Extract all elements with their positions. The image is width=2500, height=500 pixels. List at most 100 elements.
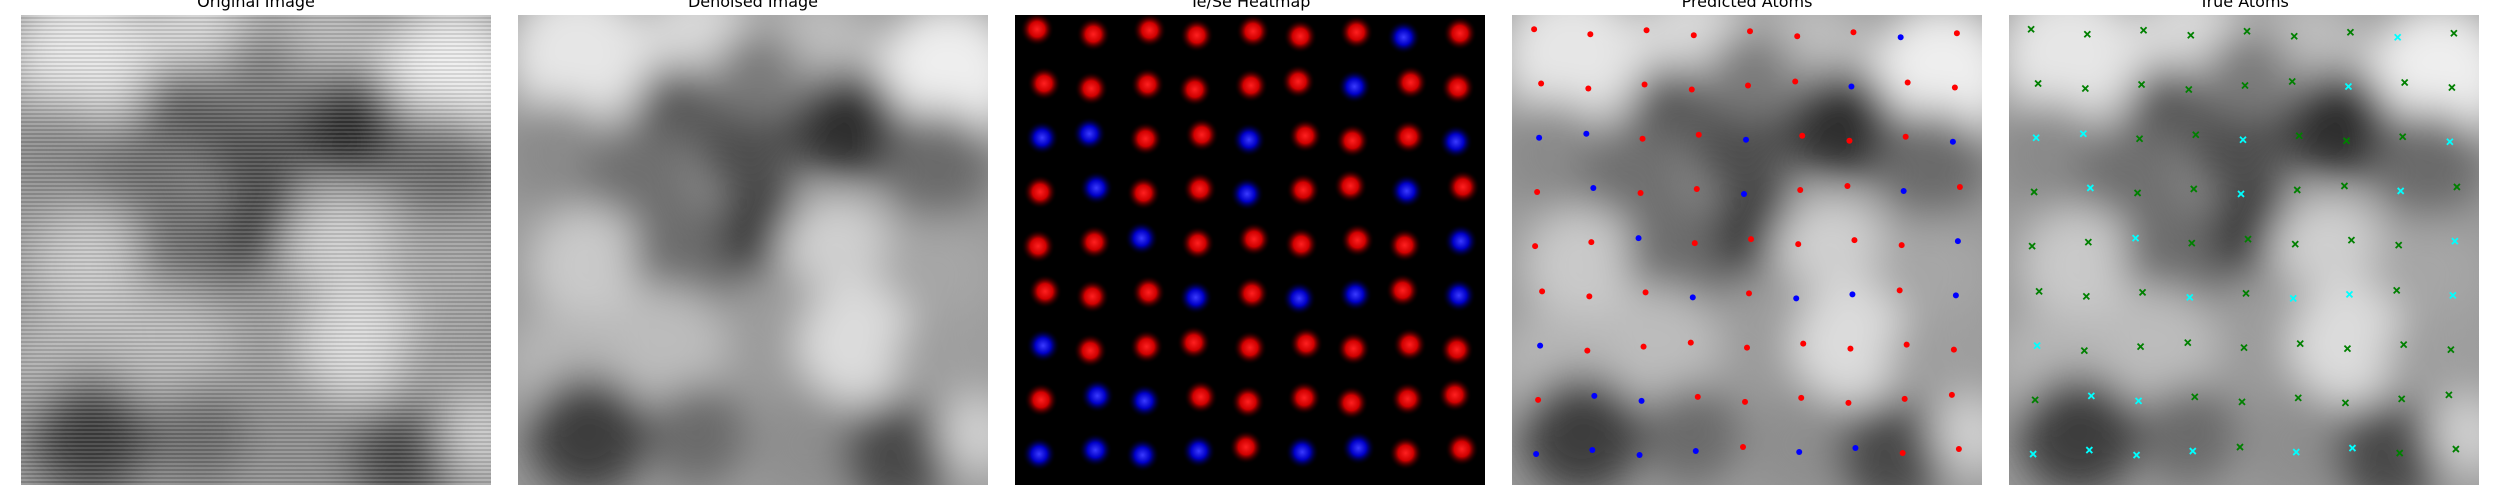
topography-region bbox=[1792, 285, 1912, 405]
topography-region bbox=[753, 390, 863, 485]
topography-region bbox=[648, 385, 748, 485]
true-te-atom bbox=[2401, 78, 2409, 87]
predicted-te-atom bbox=[1747, 28, 1753, 35]
topography-region bbox=[2099, 285, 2219, 405]
predicted-se-atom bbox=[1954, 238, 1961, 245]
heatmap-se-spot bbox=[1078, 433, 1113, 468]
true-te-atom bbox=[2452, 445, 2460, 453]
heatmap-se-spot bbox=[1181, 434, 1216, 469]
original-image bbox=[21, 15, 491, 485]
heatmap-te-spot bbox=[1392, 327, 1427, 362]
heatmap-te-spot bbox=[1028, 274, 1063, 309]
heatmap-te-spot bbox=[1177, 72, 1212, 107]
heatmap-te-spot bbox=[1281, 64, 1316, 99]
true-te-atom bbox=[2137, 80, 2146, 89]
true-te-atom bbox=[2450, 29, 2458, 37]
predicted-se-atom bbox=[1949, 138, 1956, 145]
heatmap-se-spot bbox=[1438, 124, 1473, 159]
heatmap-te-spot bbox=[1340, 223, 1375, 258]
panel-title-true: True Atoms bbox=[2199, 0, 2289, 11]
heatmap-se-spot bbox=[1079, 170, 1114, 205]
true-se-atom bbox=[2348, 444, 2357, 452]
true-te-atom bbox=[2238, 398, 2246, 406]
true-te-atom bbox=[2395, 241, 2403, 249]
true-te-atom bbox=[2294, 394, 2302, 402]
heatmap-te-spot bbox=[1128, 121, 1163, 156]
true-te-atom bbox=[2447, 345, 2455, 354]
predicted-te-atom bbox=[1639, 135, 1646, 142]
topography-region bbox=[843, 400, 953, 485]
heatmap-se-spot bbox=[1338, 277, 1373, 312]
topography-region bbox=[2284, 70, 2394, 180]
heatmap-te-spot bbox=[1184, 117, 1219, 152]
heatmap-se-spot bbox=[1337, 69, 1372, 104]
heatmap-te-spot bbox=[1289, 326, 1324, 361]
topography-region bbox=[608, 285, 728, 405]
topography-region bbox=[2334, 400, 2444, 485]
heatmap-te-spot bbox=[1286, 172, 1321, 207]
topography-region bbox=[893, 310, 988, 420]
predicted-te-atom bbox=[1587, 31, 1594, 38]
predicted-te-atom bbox=[1585, 85, 1592, 92]
predicted-se-atom bbox=[1900, 187, 1907, 194]
heatmap-te-spot bbox=[1444, 432, 1479, 467]
predicted-te-atom bbox=[1846, 137, 1853, 144]
true-te-atom bbox=[2396, 449, 2404, 457]
heatmap-panel bbox=[1015, 15, 1485, 485]
topography-region bbox=[698, 95, 798, 195]
true-se-atom bbox=[2032, 134, 2040, 142]
predicted-te-atom bbox=[1694, 393, 1701, 400]
heatmap-te-spot bbox=[1023, 174, 1058, 209]
true-te-atom bbox=[2240, 343, 2248, 352]
topography-region bbox=[878, 15, 988, 145]
true-te-atom bbox=[2242, 289, 2250, 298]
true-se-atom bbox=[2394, 33, 2402, 41]
true-te-atom bbox=[2291, 240, 2299, 248]
heatmap-te-spot bbox=[1182, 171, 1217, 206]
true-te-atom bbox=[2133, 189, 2142, 197]
topography-region bbox=[1522, 375, 1642, 485]
true-te-atom bbox=[2028, 242, 2036, 250]
true-te-atom bbox=[2236, 443, 2244, 451]
heatmap-te-spot bbox=[1387, 228, 1422, 263]
heatmap-te-spot bbox=[1229, 430, 1263, 465]
predicted-te-atom bbox=[1643, 27, 1650, 34]
heatmap-se-spot bbox=[1125, 438, 1160, 473]
heatmap-te-spot bbox=[1180, 226, 1215, 261]
predicted-te-atom bbox=[1532, 243, 1539, 250]
heatmap-se-spot bbox=[1441, 278, 1476, 313]
true-te-atom bbox=[2139, 26, 2148, 34]
predicted-atoms bbox=[1512, 15, 1982, 485]
predicted-te-atom bbox=[1792, 78, 1799, 85]
predicted-te-atom bbox=[1799, 132, 1806, 139]
true-te-atom bbox=[2400, 340, 2408, 349]
topography-region bbox=[1707, 30, 1797, 120]
predicted-te-atom bbox=[1538, 80, 1545, 87]
predicted-se-atom bbox=[1849, 291, 1856, 298]
topography-region bbox=[2129, 65, 2209, 145]
true-te-atom bbox=[2190, 185, 2198, 193]
heatmap-te-spot bbox=[1440, 70, 1475, 105]
denoised-image-panel bbox=[518, 15, 988, 485]
heatmap-te-spot bbox=[1437, 377, 1472, 412]
true-te-atom bbox=[2034, 79, 2042, 88]
true-se-atom bbox=[2345, 290, 2354, 299]
topography-region bbox=[1747, 390, 1857, 485]
true-te-atom bbox=[2244, 235, 2252, 243]
predicted-te-atom bbox=[1642, 289, 1649, 296]
predicted-se-atom bbox=[1533, 451, 1540, 458]
topography-region bbox=[713, 30, 803, 120]
true-se-atom bbox=[2449, 291, 2457, 300]
true-se-atom bbox=[2292, 448, 2300, 456]
true-te-atom bbox=[2081, 84, 2089, 93]
predicted-te-atom bbox=[1951, 84, 1958, 91]
true-te-atom bbox=[2448, 83, 2456, 92]
predicted-te-atom bbox=[1531, 26, 1538, 33]
heatmap-te-spot bbox=[1021, 229, 1056, 264]
predicted-se-atom bbox=[1636, 452, 1643, 459]
predicted-te-atom bbox=[1687, 339, 1694, 346]
true-te-atom bbox=[2398, 395, 2406, 403]
topography-region bbox=[528, 205, 648, 325]
true-se-atom bbox=[2085, 446, 2093, 454]
heatmap-se-spot bbox=[1124, 221, 1159, 256]
